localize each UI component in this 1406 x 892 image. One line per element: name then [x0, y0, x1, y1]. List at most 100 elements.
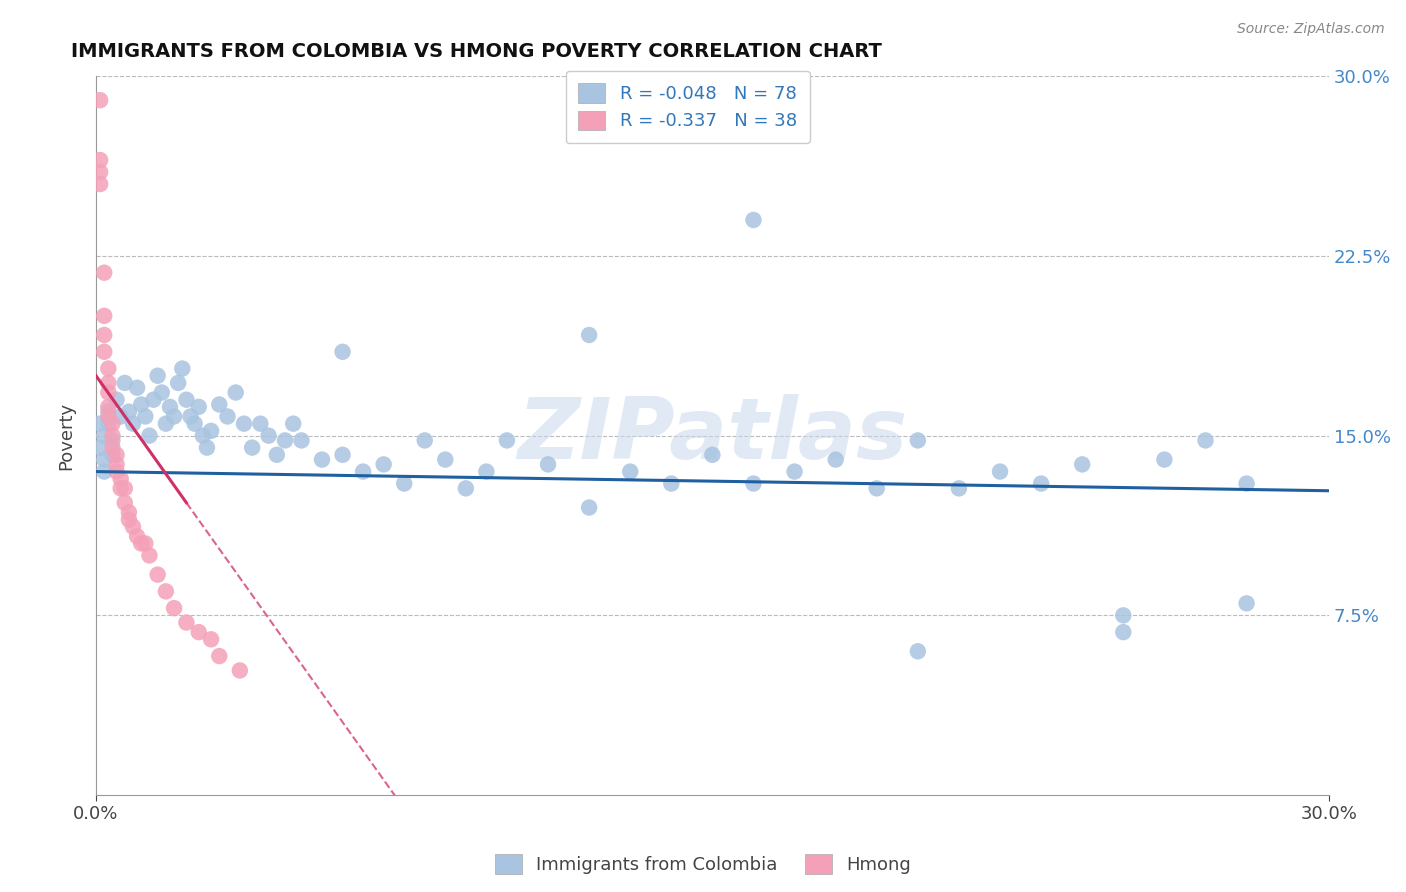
Point	[138, 428, 160, 442]
Point	[118, 505, 141, 519]
Point	[240, 441, 263, 455]
Point	[257, 428, 280, 442]
Point	[89, 93, 111, 107]
Point	[1029, 476, 1052, 491]
Point	[187, 625, 209, 640]
Point	[742, 476, 765, 491]
Point	[127, 529, 149, 543]
Point	[475, 465, 498, 479]
Point	[413, 434, 436, 448]
Point	[97, 409, 120, 424]
Point	[619, 465, 641, 479]
Point	[1071, 458, 1094, 472]
Point	[101, 434, 124, 448]
Point	[163, 409, 186, 424]
Point	[97, 400, 120, 414]
Point	[114, 481, 136, 495]
Legend: R = -0.048   N = 78, R = -0.337   N = 38: R = -0.048 N = 78, R = -0.337 N = 38	[565, 70, 810, 143]
Point	[1194, 434, 1216, 448]
Point	[352, 465, 374, 479]
Point	[127, 381, 149, 395]
Point	[110, 472, 132, 486]
Point	[1153, 452, 1175, 467]
Point	[105, 392, 128, 407]
Point	[1112, 608, 1135, 623]
Point	[101, 428, 124, 442]
Point	[142, 392, 165, 407]
Point	[93, 344, 115, 359]
Point	[110, 481, 132, 495]
Point	[97, 417, 120, 431]
Point	[101, 417, 124, 431]
Point	[167, 376, 190, 390]
Point	[1112, 625, 1135, 640]
Point	[332, 448, 354, 462]
Point	[496, 434, 519, 448]
Point	[1236, 476, 1258, 491]
Point	[101, 441, 124, 455]
Point	[208, 649, 231, 664]
Point	[163, 601, 186, 615]
Point	[150, 385, 173, 400]
Point	[146, 368, 169, 383]
Point	[537, 458, 560, 472]
Point	[138, 549, 160, 563]
Point	[93, 428, 115, 442]
Point	[180, 409, 202, 424]
Point	[89, 177, 111, 191]
Point	[866, 481, 889, 495]
Point	[129, 536, 152, 550]
Point	[118, 512, 141, 526]
Point	[114, 496, 136, 510]
Point	[290, 434, 312, 448]
Point	[373, 458, 395, 472]
Point	[93, 328, 115, 343]
Point	[702, 448, 724, 462]
Point	[134, 536, 156, 550]
Point	[274, 434, 297, 448]
Legend: Immigrants from Colombia, Hmong: Immigrants from Colombia, Hmong	[486, 845, 920, 883]
Y-axis label: Poverty: Poverty	[58, 401, 75, 470]
Point	[172, 361, 194, 376]
Point	[97, 405, 120, 419]
Point	[1236, 596, 1258, 610]
Point	[249, 417, 271, 431]
Point	[89, 441, 111, 455]
Point	[578, 328, 600, 343]
Point	[217, 409, 239, 424]
Point	[988, 465, 1011, 479]
Point	[392, 476, 415, 491]
Point	[122, 519, 145, 533]
Point	[134, 409, 156, 424]
Text: Source: ZipAtlas.com: Source: ZipAtlas.com	[1237, 22, 1385, 37]
Point	[229, 664, 252, 678]
Point	[89, 153, 111, 167]
Point	[332, 344, 354, 359]
Point	[110, 409, 132, 424]
Point	[159, 400, 181, 414]
Point	[93, 309, 115, 323]
Point	[93, 452, 115, 467]
Point	[266, 448, 288, 462]
Text: ZIPatlas: ZIPatlas	[517, 394, 907, 477]
Point	[176, 392, 198, 407]
Point	[233, 417, 256, 431]
Point	[155, 417, 177, 431]
Point	[176, 615, 198, 630]
Point	[225, 385, 247, 400]
Point	[311, 452, 333, 467]
Point	[200, 632, 222, 647]
Point	[208, 397, 231, 411]
Point	[155, 584, 177, 599]
Point	[187, 400, 209, 414]
Point	[146, 567, 169, 582]
Point	[97, 385, 120, 400]
Point	[578, 500, 600, 515]
Point	[89, 417, 111, 431]
Point	[195, 441, 218, 455]
Point	[101, 448, 124, 462]
Point	[283, 417, 305, 431]
Point	[122, 417, 145, 431]
Point	[93, 465, 115, 479]
Point	[105, 465, 128, 479]
